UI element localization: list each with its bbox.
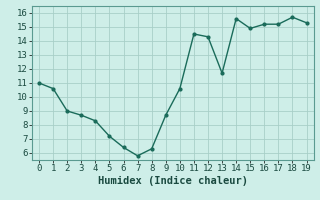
X-axis label: Humidex (Indice chaleur): Humidex (Indice chaleur) <box>98 176 248 186</box>
